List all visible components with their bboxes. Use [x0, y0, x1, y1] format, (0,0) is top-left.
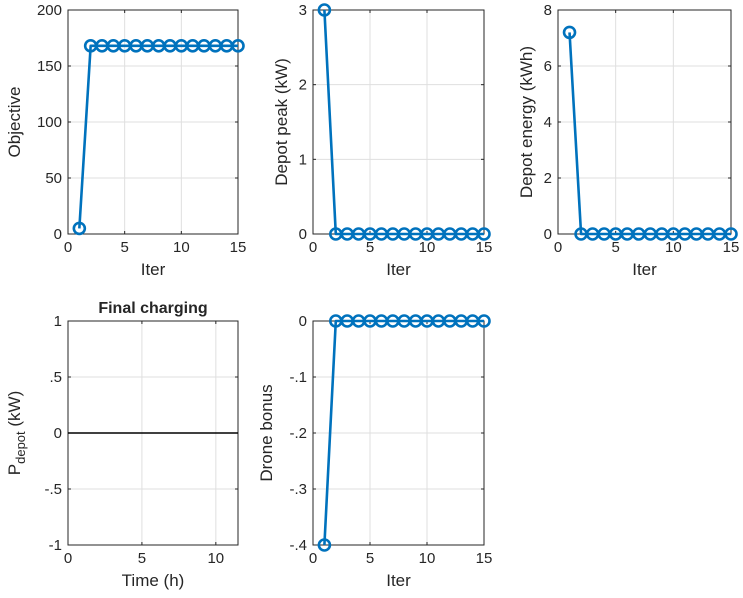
- y-tick-label: 200: [37, 2, 62, 19]
- data-point: [562, 25, 577, 40]
- x-tick-label: 5: [138, 550, 146, 567]
- x-tick-label: 15: [230, 239, 247, 256]
- x-tick-label: 15: [476, 550, 493, 567]
- x-tick-label: 0: [554, 239, 562, 256]
- x-axis-label: Iter: [386, 571, 411, 590]
- x-tick-label: 5: [366, 239, 374, 256]
- x-tick-label: 10: [419, 550, 436, 567]
- x-tick-label: 10: [665, 239, 682, 256]
- y-axis-label-subscript: depot: [13, 431, 28, 464]
- chart-3: 0 5 10 15 0 2 4 6 8 Iter Depot energy (kWh): [517, 2, 739, 279]
- chart-2: 0 5 10 15 0 1 2 3 Iter Depot peak (kW): [272, 2, 492, 279]
- y-tick-label: -.2: [289, 425, 307, 442]
- y-axis-label: Depot energy (kWh): [517, 46, 536, 198]
- y-tick-label: 0: [54, 425, 62, 442]
- chart-4: 0 5 10 -1 -.5 0 .5 1 Time (h) Pdepot (kW) Final ch…: [5, 300, 239, 590]
- y-tick-label: 0: [299, 226, 307, 243]
- chart-5: 0 5 10 15 -.4 -.3 -.2 -.1 0 Iter Drone bonus: [257, 313, 492, 590]
- x-tick-label: 10: [207, 550, 224, 567]
- x-tick-label: 10: [173, 239, 190, 256]
- y-tick-label: 4: [544, 114, 552, 131]
- x-tick-label: 0: [64, 239, 72, 256]
- x-tick-label: 5: [611, 239, 619, 256]
- data-point: [477, 227, 491, 241]
- x-tick-label: 15: [723, 239, 740, 256]
- data-point: [231, 39, 245, 53]
- series-line: [323, 9, 484, 236]
- y-axis-label: Depot peak (kW): [272, 58, 291, 186]
- y-tick-label: 2: [299, 77, 307, 94]
- y-tick-label: 150: [37, 58, 62, 75]
- x-axis-label: Iter: [632, 260, 657, 279]
- x-tick-label: 5: [120, 239, 128, 256]
- y-tick-label: 8: [544, 2, 552, 19]
- y-tick-label: 2: [544, 170, 552, 187]
- y-axis-label: Drone bonus: [257, 384, 276, 481]
- x-tick-label: 10: [419, 239, 436, 256]
- y-axis-label: Pdepot (kW): [5, 391, 28, 475]
- y-axis-label: Objective: [5, 87, 24, 158]
- y-tick-label: -1: [49, 537, 62, 554]
- x-axis-label: Time (h): [122, 571, 185, 590]
- series-line: [323, 319, 484, 546]
- y-tick-label: 50: [45, 170, 62, 187]
- x-tick-label: 5: [366, 550, 374, 567]
- series-line: [78, 44, 238, 229]
- x-tick-label: 0: [64, 550, 72, 567]
- y-tick-label: 0: [544, 226, 552, 243]
- y-tick-label: 1: [299, 151, 307, 168]
- y-axis-label-unit: (kW): [5, 391, 24, 432]
- data-point: [317, 538, 332, 552]
- y-axis-label-main: P: [5, 464, 24, 475]
- y-tick-label: -.4: [289, 537, 307, 554]
- data-point: [477, 314, 491, 328]
- data-point: [72, 221, 87, 236]
- x-tick-label: 15: [476, 239, 493, 256]
- x-tick-label: 0: [309, 239, 317, 256]
- y-tick-label: 0: [299, 313, 307, 330]
- series-line: [568, 32, 731, 236]
- x-tick-label: 0: [309, 550, 317, 567]
- plot-area: [313, 10, 484, 234]
- y-tick-label: 3: [299, 2, 307, 19]
- data-point: [724, 227, 738, 241]
- chart-title: Final charging: [98, 300, 207, 317]
- x-axis-label: Iter: [386, 260, 411, 279]
- data-point: [317, 3, 332, 17]
- y-tick-label: 0: [54, 226, 62, 243]
- y-tick-label: .5: [49, 369, 62, 386]
- y-tick-label: 1: [54, 313, 62, 330]
- y-tick-label: 100: [37, 114, 62, 131]
- y-tick-label: -.3: [289, 481, 307, 498]
- y-tick-label: -.1: [289, 369, 307, 386]
- y-tick-label: -.5: [44, 481, 62, 498]
- x-axis-label: Iter: [141, 260, 166, 279]
- y-tick-label: 6: [544, 58, 552, 75]
